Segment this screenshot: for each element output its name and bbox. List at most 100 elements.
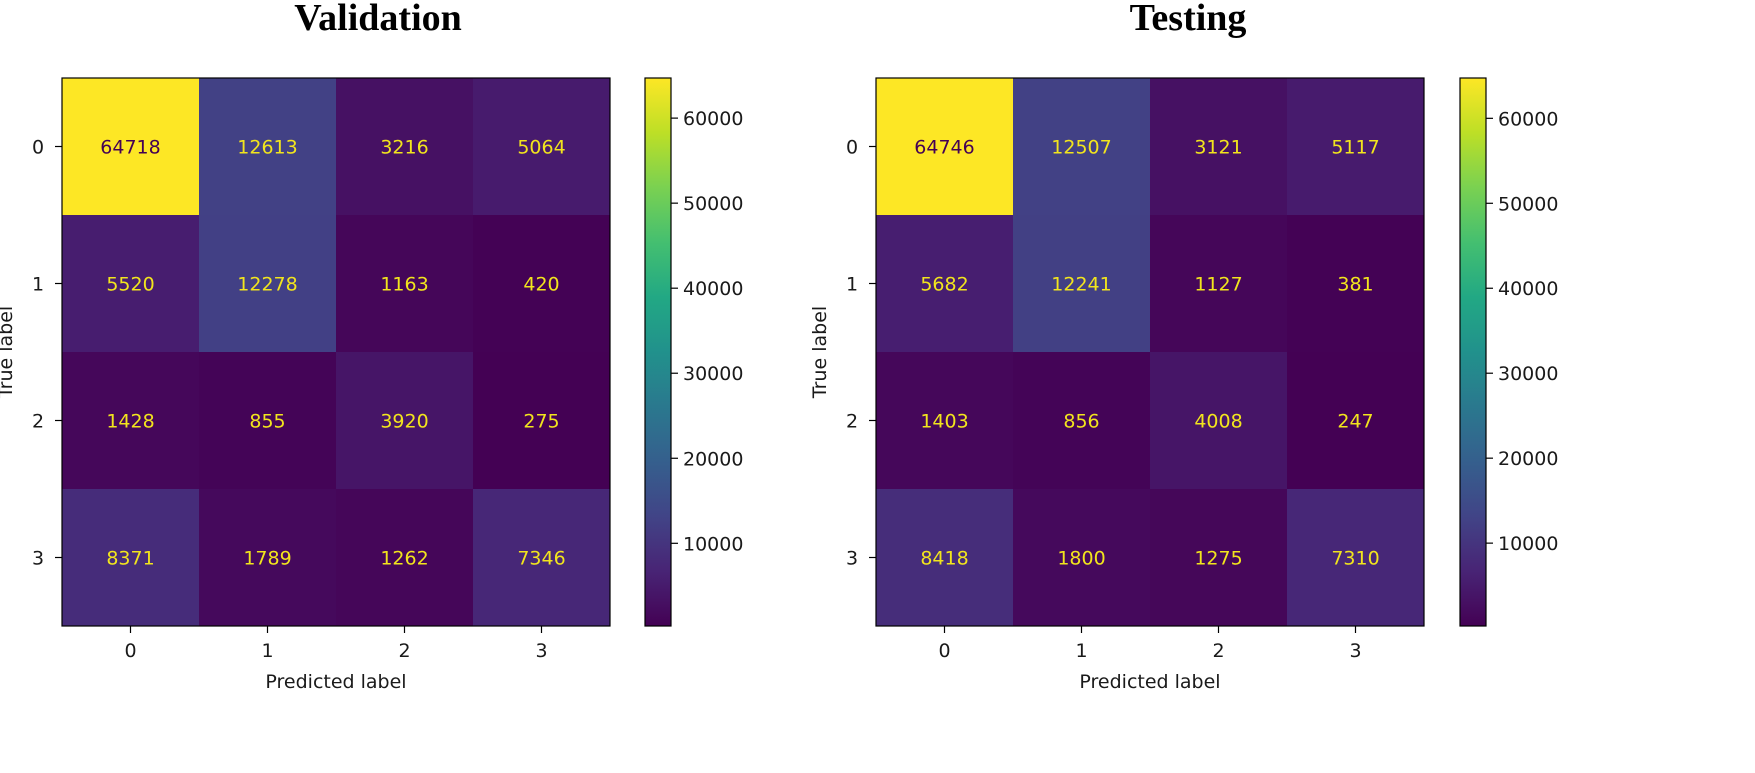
heatmap-cell: [1013, 215, 1150, 352]
cell-value-label: 12278: [237, 274, 297, 296]
y-tick-label: 1: [846, 274, 858, 296]
cell-value-label: 12507: [1051, 137, 1111, 159]
cell-value-label: 8418: [920, 548, 968, 570]
plot-frame: [875, 77, 1425, 627]
heatmap-cell: [876, 352, 1013, 489]
cell-value-label: 1800: [1057, 548, 1105, 570]
y-tick-label: 2: [846, 411, 858, 433]
heatmap-cell: [336, 352, 473, 489]
heatmap-cell: [473, 489, 610, 626]
cell-value-label: 1275: [1194, 548, 1242, 570]
heatmap-cell: [1287, 78, 1424, 215]
colorbar: [1459, 77, 1487, 627]
heatmap-cell: [876, 489, 1013, 626]
cell-value-label: 1403: [920, 411, 968, 433]
colorbar-tick-label: 40000: [1498, 278, 1558, 300]
heatmap-cell: [336, 215, 473, 352]
y-axis-label: True label: [0, 306, 17, 399]
heatmap-cell: [1150, 489, 1287, 626]
cell-value-label: 1428: [106, 411, 154, 433]
heatmap-cell: [336, 489, 473, 626]
cell-value-label: 420: [523, 274, 559, 296]
x-tick-label: 2: [398, 640, 410, 662]
heatmap-cell: [876, 78, 1013, 215]
cell-value-label: 1789: [243, 548, 291, 570]
cell-value-label: 3920: [380, 411, 428, 433]
colorbar-tick-label: 60000: [1498, 108, 1558, 130]
cell-value-label: 5520: [106, 274, 154, 296]
cell-value-label: 5117: [1331, 137, 1379, 159]
colorbar-tick-label: 30000: [683, 363, 743, 385]
heatmap-cell: [1287, 352, 1424, 489]
x-tick-label: 1: [1075, 640, 1087, 662]
y-tick-label: 3: [32, 548, 44, 570]
cell-value-label: 247: [1337, 411, 1373, 433]
colorbar-tick-label: 20000: [1498, 448, 1558, 470]
colorbar-tick-label: 40000: [683, 278, 743, 300]
cell-value-label: 64718: [100, 137, 160, 159]
cell-value-label: 4008: [1194, 411, 1242, 433]
cell-value-label: 8371: [106, 548, 154, 570]
heatmap-cell: [473, 352, 610, 489]
y-tick-label: 0: [846, 137, 858, 159]
y-tick-label: 2: [32, 411, 44, 433]
heatmap-cell: [1287, 489, 1424, 626]
x-tick-label: 0: [124, 640, 136, 662]
plot-frame: [61, 77, 611, 627]
colorbar-tick-label: 50000: [1498, 193, 1558, 215]
cell-value-label: 12241: [1051, 274, 1111, 296]
colorbar-tick-label: 10000: [683, 533, 743, 555]
chart-title: Validation: [294, 0, 462, 39]
heatmap-cell: [62, 352, 199, 489]
x-axis-label: Predicted label: [265, 671, 406, 693]
heatmap-cell: [1287, 215, 1424, 352]
heatmap-cell: [199, 489, 336, 626]
cell-value-label: 3216: [380, 137, 428, 159]
cell-value-label: 64746: [914, 137, 974, 159]
cell-value-label: 275: [523, 411, 559, 433]
heatmap-cell: [1150, 78, 1287, 215]
x-tick-label: 3: [1349, 640, 1361, 662]
chart-title: Testing: [1130, 0, 1247, 39]
heatmap-cell: [1013, 489, 1150, 626]
y-tick-label: 0: [32, 137, 44, 159]
heatmap-cell: [199, 78, 336, 215]
cell-value-label: 855: [249, 411, 285, 433]
colorbar-tick-label: 60000: [683, 108, 743, 130]
x-axis-label: Predicted label: [1079, 671, 1220, 693]
y-tick-label: 3: [846, 548, 858, 570]
x-tick-label: 0: [938, 640, 950, 662]
x-tick-label: 1: [261, 640, 273, 662]
colorbar-tick-label: 20000: [683, 448, 743, 470]
cell-value-label: 5682: [920, 274, 968, 296]
x-tick-label: 3: [535, 640, 547, 662]
cell-value-label: 3121: [1194, 137, 1242, 159]
heatmap-cell: [1013, 352, 1150, 489]
heatmap-cell: [336, 78, 473, 215]
colorbar-tick-label: 10000: [1498, 533, 1558, 555]
heatmap-cell: [876, 215, 1013, 352]
colorbar-tick-label: 30000: [1498, 363, 1558, 385]
y-tick-label: 1: [32, 274, 44, 296]
cell-value-label: 7346: [517, 548, 565, 570]
cell-value-label: 5064: [517, 137, 565, 159]
cell-value-label: 7310: [1331, 548, 1379, 570]
cell-value-label: 1262: [380, 548, 428, 570]
y-axis-label: True label: [809, 306, 831, 399]
cell-value-label: 856: [1063, 411, 1099, 433]
heatmap-cell: [62, 215, 199, 352]
heatmap-cell: [199, 215, 336, 352]
heatmap-cell: [1150, 215, 1287, 352]
colorbar-tick-label: 50000: [683, 193, 743, 215]
colorbar: [644, 77, 672, 627]
heatmap-cell: [1013, 78, 1150, 215]
cell-value-label: 1163: [380, 274, 428, 296]
x-tick-label: 2: [1212, 640, 1224, 662]
heatmap-cell: [473, 215, 610, 352]
heatmap-cell: [62, 489, 199, 626]
cell-value-label: 381: [1337, 274, 1373, 296]
cell-value-label: 1127: [1194, 274, 1242, 296]
heatmap-cell: [199, 352, 336, 489]
